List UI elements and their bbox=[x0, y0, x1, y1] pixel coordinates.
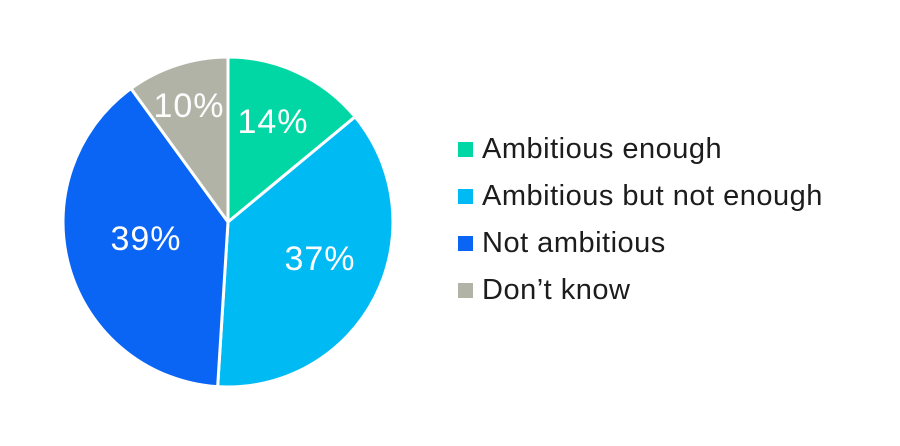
legend-swatch-icon bbox=[458, 142, 473, 157]
legend-item: Ambitious but not enough bbox=[458, 173, 823, 220]
legend-swatch-icon bbox=[458, 283, 473, 298]
legend-item: Ambitious enough bbox=[458, 126, 823, 173]
pie-slice-0 bbox=[226, 55, 357, 224]
legend-swatch-icon bbox=[458, 236, 473, 251]
legend-label: Ambitious but not enough bbox=[482, 180, 823, 212]
pie-chart: 14% 37% 39% 10% bbox=[61, 55, 395, 389]
pie-slice-1 bbox=[216, 115, 395, 389]
chart-legend: Ambitious enough Ambitious but not enough… bbox=[458, 126, 823, 314]
legend-item: Don’t know bbox=[458, 267, 823, 314]
legend-item: Not ambitious bbox=[458, 220, 823, 267]
legend-label: Don’t know bbox=[482, 274, 631, 306]
slice-label-2: 39% bbox=[110, 220, 181, 258]
slice-label-0: 14% bbox=[237, 103, 308, 141]
legend-label: Ambitious enough bbox=[482, 133, 723, 165]
slice-label-1: 37% bbox=[284, 240, 355, 278]
legend-swatch-icon bbox=[458, 189, 473, 204]
legend-label: Not ambitious bbox=[482, 227, 666, 259]
pie-slice-3 bbox=[129, 55, 230, 224]
slice-label-3: 10% bbox=[153, 87, 224, 125]
pie-slice-2 bbox=[61, 87, 230, 389]
